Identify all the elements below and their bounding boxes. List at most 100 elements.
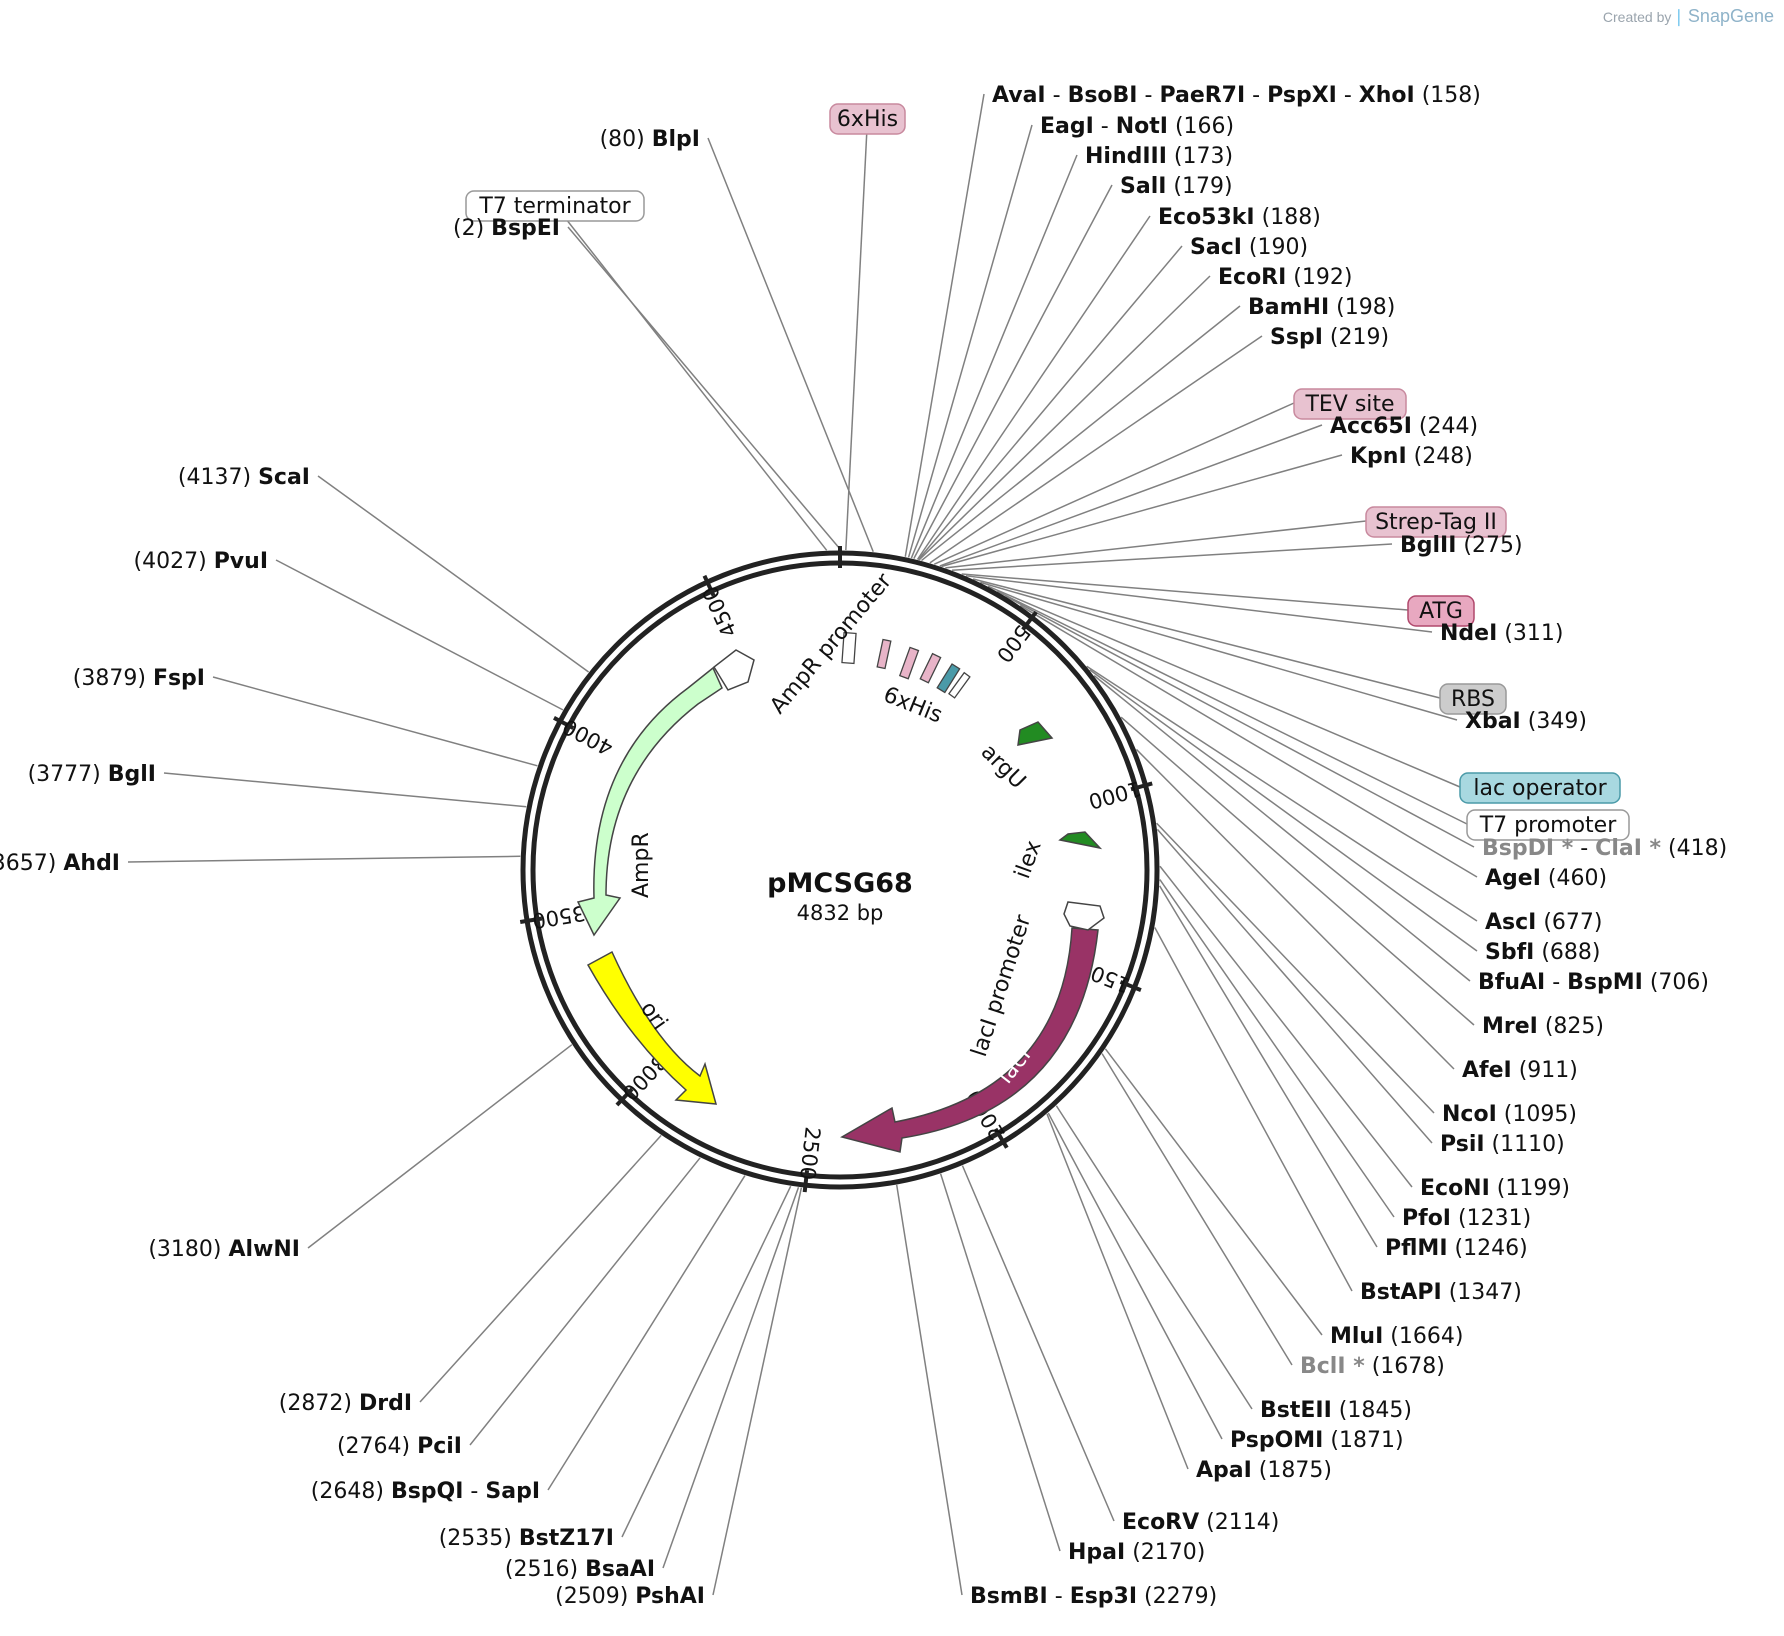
leader-line bbox=[987, 585, 1461, 788]
site-pflmi: PflMI (1246) bbox=[1385, 1236, 1528, 1261]
site-avai: AvaI - BsoBI - PaeR7I - PspXI - XhoI (15… bbox=[992, 83, 1481, 108]
site-label: Acc65I (244) bbox=[1330, 414, 1478, 439]
leader-line bbox=[845, 117, 869, 551]
box-lac-operator: lac operator bbox=[1459, 772, 1621, 804]
plasmid-name: pMCSG68 bbox=[767, 868, 913, 899]
site-hindiii: HindIII (173) bbox=[1085, 144, 1233, 169]
leader-line bbox=[1120, 716, 1475, 1026]
svg-text:Strep-Tag II: Strep-Tag II bbox=[1375, 510, 1497, 535]
site-bsteii: BstEII (1845) bbox=[1260, 1398, 1412, 1423]
site-label: HindIII (173) bbox=[1085, 144, 1233, 169]
feature-label-ilex: ilex bbox=[1010, 837, 1047, 882]
svg-text:T7 promoter: T7 promoter bbox=[1479, 813, 1617, 838]
leader-lines bbox=[127, 93, 1478, 1596]
leader-line bbox=[621, 1185, 792, 1538]
site-fspi: (3879) FspI bbox=[73, 666, 205, 691]
site-label: SspI (219) bbox=[1270, 325, 1389, 350]
leader-line bbox=[1047, 1112, 1223, 1440]
site-label: (2) BspEI bbox=[453, 216, 560, 241]
site-label: EcoRV (2114) bbox=[1122, 1510, 1279, 1535]
site-blpi: (80) BlpI bbox=[600, 127, 700, 152]
tick-3500 bbox=[519, 916, 543, 924]
site-label: PsiI (1110) bbox=[1440, 1132, 1565, 1157]
site-apai: ApaI (1875) bbox=[1196, 1458, 1332, 1483]
site-label: AfeI (911) bbox=[1462, 1058, 1578, 1083]
leader-line bbox=[895, 1184, 963, 1596]
leader-line bbox=[707, 137, 874, 553]
site-label: NdeI (311) bbox=[1440, 621, 1563, 646]
site-label: BspDI * - ClaI * (418) bbox=[1482, 836, 1727, 861]
site-label: (2764) PciI bbox=[337, 1434, 462, 1459]
site-label: PspOMI (1871) bbox=[1230, 1428, 1404, 1453]
tick-500 bbox=[1021, 610, 1038, 631]
site-saci: SacI (190) bbox=[1190, 235, 1308, 260]
site-agei: AgeI (460) bbox=[1485, 866, 1607, 891]
leader-line bbox=[916, 215, 1151, 560]
leader-line bbox=[567, 226, 842, 551]
site-label: (2516) BsaAI bbox=[505, 1557, 655, 1582]
site-bstapi: BstAPI (1347) bbox=[1360, 1280, 1522, 1305]
box-t7-promoter: T7 promoter bbox=[1466, 809, 1630, 841]
site-label: EagI - NotI (166) bbox=[1040, 114, 1234, 139]
leader-line bbox=[951, 543, 1393, 571]
site-label: AvaI - BsoBI - PaeR7I - PspXI - XhoI (15… bbox=[992, 83, 1481, 108]
site-label: (3180) AlwNI bbox=[148, 1237, 300, 1262]
site-label: MreI (825) bbox=[1482, 1014, 1604, 1039]
leader-line bbox=[907, 124, 1033, 558]
site-label: NcoI (1095) bbox=[1442, 1102, 1577, 1127]
svg-text:T7 terminator: T7 terminator bbox=[478, 194, 631, 219]
svg-text:ATG: ATG bbox=[1419, 599, 1463, 624]
tick-3000 bbox=[615, 1087, 634, 1107]
leader-line bbox=[939, 1173, 1061, 1552]
restriction-sites: AvaI - BsoBI - PaeR7I - PspXI - XhoI (15… bbox=[0, 83, 1727, 1609]
site-label: SalI (179) bbox=[1120, 174, 1233, 199]
feature-ilex bbox=[1058, 831, 1103, 850]
site-bglii: BglII (275) bbox=[1400, 533, 1523, 558]
box-strep-tag-ii: Strep-Tag II bbox=[1365, 506, 1507, 538]
feature-argu bbox=[1017, 721, 1054, 746]
leader-line bbox=[163, 772, 527, 808]
svg-text:RBS: RBS bbox=[1451, 687, 1495, 712]
site-drdi: (2872) DrdI bbox=[279, 1391, 412, 1416]
box-atg: ATG bbox=[1407, 595, 1475, 627]
site-label: BstEII (1845) bbox=[1260, 1398, 1412, 1423]
leader-line bbox=[961, 573, 1409, 611]
leader-line bbox=[1086, 665, 1478, 922]
site-label: BsmBI - Esp3I (2279) bbox=[970, 1584, 1217, 1609]
site-sspi: SspI (219) bbox=[1270, 325, 1389, 350]
leader-line bbox=[1156, 822, 1435, 1114]
leader-line bbox=[469, 1157, 701, 1446]
feature-label-6xhis-inner: 6xHis bbox=[880, 682, 946, 728]
leader-line bbox=[1101, 1053, 1293, 1366]
tick-1500 bbox=[1119, 980, 1142, 992]
site-pcii: (2764) PciI bbox=[337, 1434, 462, 1459]
site-label: BfuAI - BspMI (706) bbox=[1478, 970, 1709, 995]
leader-line bbox=[1093, 675, 1471, 982]
site-label: (2509) PshAI bbox=[555, 1584, 705, 1609]
site-bspdi: BspDI * - ClaI * (418) bbox=[1482, 836, 1727, 861]
site-label: PfoI (1231) bbox=[1402, 1206, 1531, 1231]
svg-text:6xHis: 6xHis bbox=[837, 107, 898, 132]
leader-line bbox=[933, 402, 1295, 565]
leader-line bbox=[1154, 927, 1353, 1292]
leader-line bbox=[317, 475, 590, 673]
site-kpni: KpnI (248) bbox=[1350, 444, 1473, 469]
leader-line bbox=[929, 335, 1263, 564]
tick-2000 bbox=[993, 1127, 1009, 1149]
leader-line bbox=[212, 676, 538, 767]
feature-label-argu: argU bbox=[976, 740, 1031, 795]
site-label: ApaI (1875) bbox=[1196, 1458, 1332, 1483]
site-pvui: (4027) PvuI bbox=[134, 549, 268, 574]
site-label: BstAPI (1347) bbox=[1360, 1280, 1522, 1305]
site-ecori: EcoRI (192) bbox=[1218, 265, 1352, 290]
site-pshai: (2509) PshAI bbox=[555, 1584, 705, 1609]
leader-line bbox=[662, 1187, 800, 1569]
site-label: SbfI (688) bbox=[1485, 940, 1601, 965]
site-label: (3777) BglI bbox=[28, 762, 156, 787]
site-label: (3879) FspI bbox=[73, 666, 205, 691]
site-label: BamHI (198) bbox=[1248, 295, 1395, 320]
leader-line bbox=[419, 1134, 662, 1403]
svg-text:TEV site: TEV site bbox=[1304, 392, 1394, 417]
leader-line bbox=[996, 590, 1468, 825]
